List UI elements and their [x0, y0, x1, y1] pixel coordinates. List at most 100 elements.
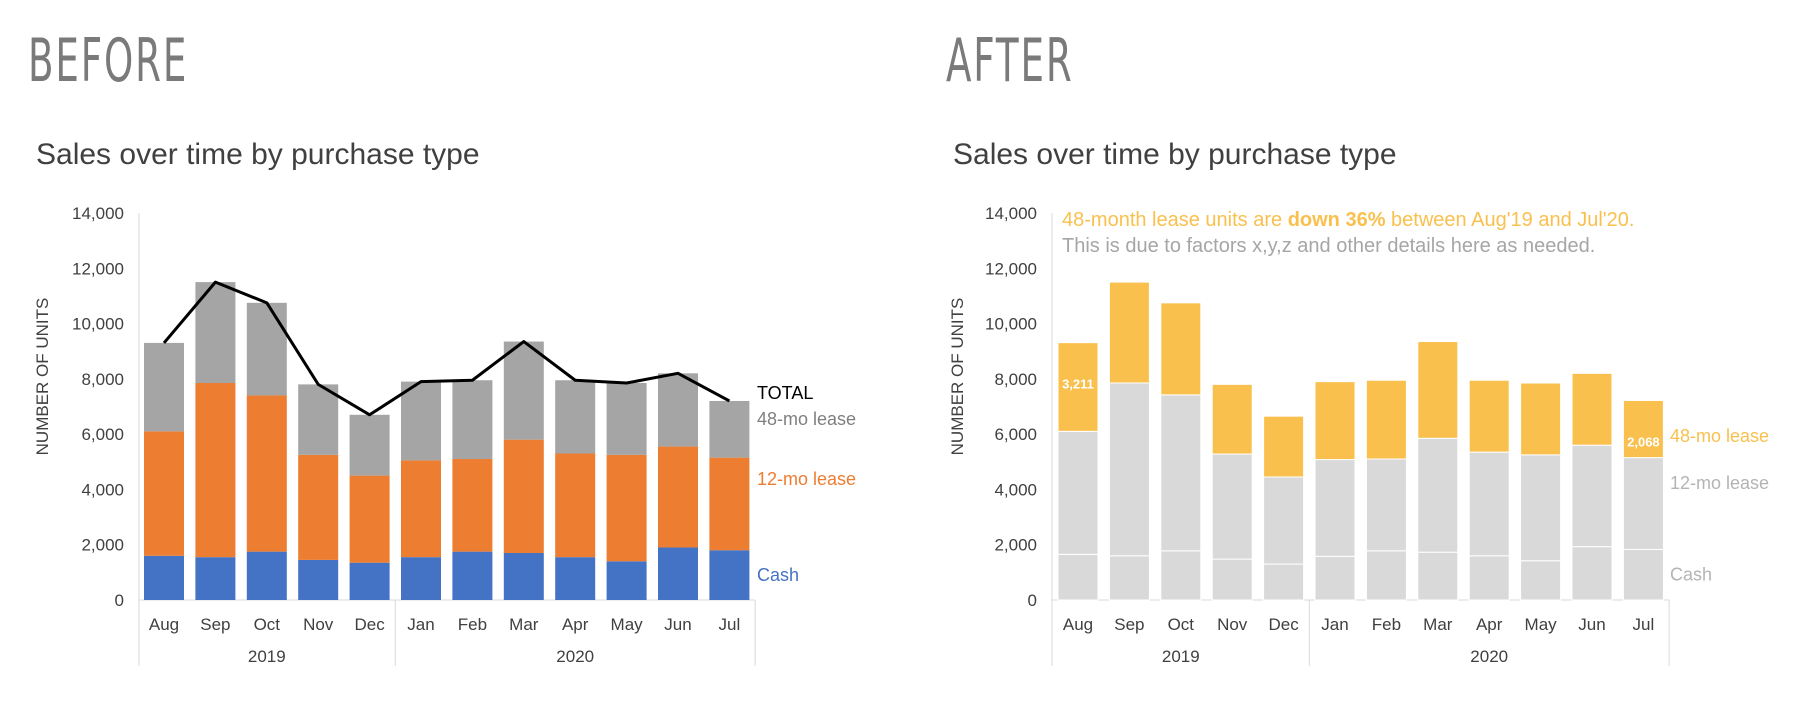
data-label-48mo: 2,068: [1627, 434, 1660, 449]
bar-48-mo-lease-feb: [1365, 379, 1407, 460]
x-tick-label: Nov: [303, 615, 334, 634]
y-axis-title: NUMBER OF UNITS: [33, 298, 52, 456]
bar-48-mo-lease-aug: [144, 342, 184, 432]
x-group-label: 2019: [1162, 647, 1200, 666]
y-tick-label: 14,000: [985, 204, 1037, 223]
bar-12-mo-lease-may: [1520, 454, 1562, 562]
bar-cash-feb: [1365, 550, 1407, 601]
bar-48-mo-lease-oct: [1160, 302, 1202, 396]
bar-cash-aug: [144, 555, 184, 600]
bar-cash-mar: [503, 553, 544, 600]
x-tick-label: May: [611, 615, 644, 634]
x-tick-label: Oct: [254, 615, 281, 634]
x-tick-label: May: [1525, 615, 1558, 634]
y-tick-label: 0: [1028, 591, 1037, 610]
x-tick-label: Aug: [1063, 615, 1093, 634]
bar-12-mo-lease-feb: [452, 459, 493, 552]
bar-cash-jun: [1571, 546, 1613, 601]
x-tick-label: Apr: [1476, 615, 1503, 634]
y-tick-label: 12,000: [985, 259, 1037, 278]
bar-48-mo-lease-jul: [1622, 399, 1664, 459]
x-tick-label: Apr: [562, 615, 589, 634]
bar-48-mo-lease-dec: [1263, 415, 1305, 478]
x-group-label: 2020: [1470, 647, 1508, 666]
x-tick-label: Feb: [458, 615, 487, 634]
bar-cash-jan: [401, 557, 441, 600]
bar-48-mo-lease-may: [1520, 382, 1562, 456]
y-tick-label: 6,000: [994, 425, 1037, 444]
series-label-total: TOTAL: [757, 383, 813, 403]
x-tick-label: Nov: [1217, 615, 1248, 634]
bar-cash-oct: [1160, 550, 1202, 601]
annotation-line-1-bold: down 36%: [1288, 209, 1386, 231]
bar-48-mo-lease-sep: [1108, 281, 1150, 384]
annotation-line-2: This is due to factors x,y,z and other d…: [1062, 235, 1595, 257]
x-tick-label: Jan: [407, 615, 434, 634]
x-group-label: 2020: [556, 647, 594, 666]
x-tick-label: Jun: [1578, 615, 1605, 634]
bar-48-mo-lease-jun: [1571, 372, 1613, 446]
bar-cash-sep: [195, 557, 236, 600]
bar-12-mo-lease-jun: [1571, 444, 1613, 548]
bar-12-mo-lease-sep: [1108, 382, 1150, 557]
bar-12-mo-lease-nov: [1211, 453, 1253, 560]
y-tick-label: 2,000: [81, 536, 124, 555]
series-label-48mo: 48-mo lease: [757, 409, 856, 429]
bar-cash-may: [1520, 560, 1562, 601]
bar-48-mo-lease-mar: [503, 341, 544, 440]
bar-cash-nov: [298, 559, 339, 600]
bar-12-mo-lease-jul: [709, 457, 750, 551]
bar-48-mo-lease-jul: [709, 400, 750, 458]
bar-48-mo-lease-nov: [298, 384, 339, 455]
bar-12-mo-lease-apr: [555, 453, 596, 558]
bar-12-mo-lease-jun: [658, 446, 698, 548]
bar-48-mo-lease-nov: [1211, 383, 1253, 455]
bar-cash-jul: [709, 550, 750, 600]
bar-12-mo-lease-mar: [503, 439, 544, 554]
bar-12-mo-lease-mar: [1417, 437, 1459, 553]
x-tick-label: Aug: [149, 615, 179, 634]
y-axis-title: NUMBER OF UNITS: [948, 298, 967, 456]
y-tick-label: 14,000: [72, 204, 124, 223]
bar-12-mo-lease-jan: [401, 460, 441, 558]
x-tick-label: Jul: [1633, 615, 1655, 634]
annotation-line-1: 48-month lease units are down 36% betwee…: [1062, 209, 1634, 231]
bar-cash-dec: [1263, 563, 1305, 601]
y-tick-label: 10,000: [985, 315, 1037, 334]
bar-12-mo-lease-sep: [195, 383, 236, 558]
bar-48-mo-lease-feb: [452, 380, 493, 460]
x-group-label: 2019: [248, 647, 286, 666]
bar-12-mo-lease-dec: [349, 475, 390, 563]
data-label-48mo: 3,211: [1062, 377, 1094, 392]
x-tick-label: Dec: [1268, 615, 1299, 634]
bar-12-mo-lease-feb: [1365, 458, 1407, 552]
bar-12-mo-lease-aug: [1057, 430, 1099, 555]
x-tick-label: Jun: [664, 615, 691, 634]
bar-12-mo-lease-jan: [1314, 459, 1356, 557]
y-tick-label: 0: [115, 591, 124, 610]
bar-48-mo-lease-aug: [1057, 342, 1099, 432]
bar-cash-feb: [452, 551, 493, 600]
bar-48-mo-lease-may: [606, 383, 647, 455]
bar-48-mo-lease-jan: [401, 381, 441, 461]
series-label-12mo: 12-mo lease: [757, 469, 856, 489]
bar-48-mo-lease-jun: [658, 373, 698, 447]
bar-12-mo-lease-nov: [298, 454, 339, 560]
bar-12-mo-lease-oct: [1160, 394, 1202, 552]
chart-title-before: Sales over time by purchase type: [36, 138, 480, 171]
x-tick-label: Sep: [200, 615, 230, 634]
series-label-12mo: 12-mo lease: [1670, 473, 1769, 493]
x-tick-label: Jul: [719, 615, 741, 634]
bar-cash-oct: [246, 551, 287, 600]
y-tick-label: 4,000: [81, 480, 124, 499]
y-tick-label: 10,000: [72, 315, 124, 334]
bar-cash-mar: [1417, 551, 1459, 601]
bar-cash-jun: [658, 547, 698, 600]
series-label-cash: Cash: [757, 565, 799, 585]
y-tick-label: 8,000: [994, 370, 1037, 389]
y-tick-label: 4,000: [994, 480, 1037, 499]
after-heading: AFTER: [946, 26, 1074, 96]
x-tick-label: Mar: [1423, 615, 1453, 634]
bar-cash-jan: [1314, 555, 1356, 601]
